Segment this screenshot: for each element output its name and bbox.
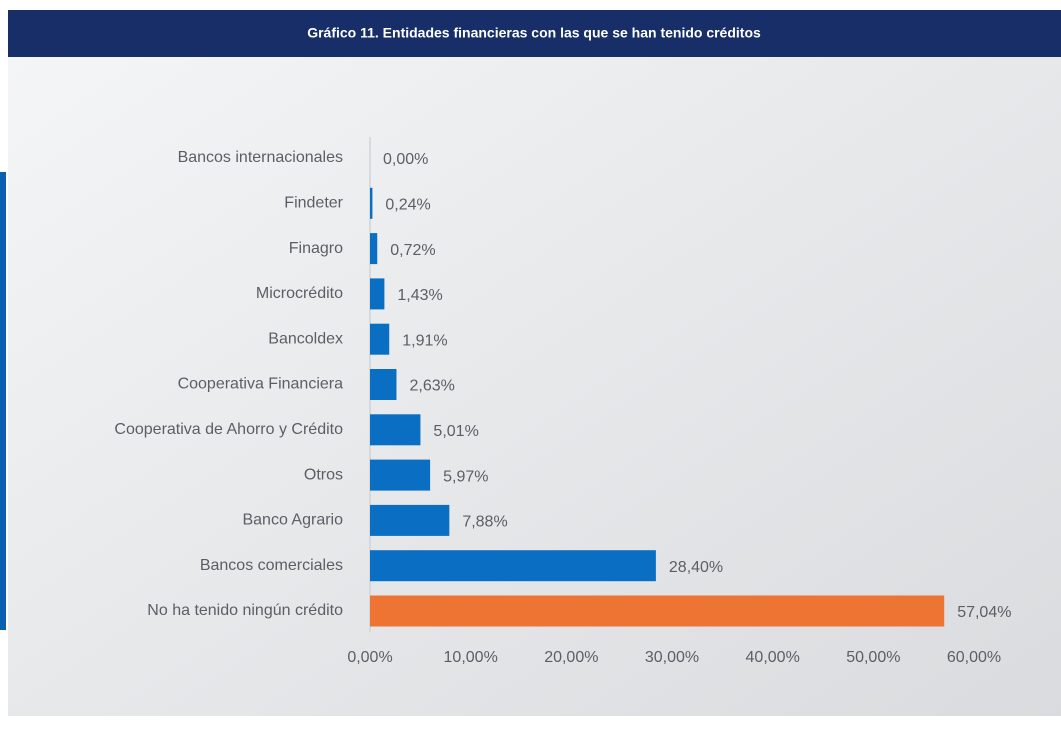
- category-label: Findeter: [284, 195, 343, 212]
- category-label: Cooperativa Financiera: [178, 376, 344, 393]
- chart-title: Gráfico 11. Entidades financieras con la…: [307, 25, 761, 41]
- bar: [370, 504, 450, 536]
- value-label: 0,24%: [385, 197, 430, 214]
- value-label: 7,88%: [462, 514, 507, 531]
- category-label: Bancos comerciales: [200, 557, 343, 574]
- value-label: 5,01%: [433, 423, 478, 440]
- bar: [370, 595, 945, 627]
- x-tick-label: 20,00%: [544, 649, 598, 666]
- value-label: 2,63%: [409, 378, 454, 395]
- value-label: 28,40%: [669, 559, 723, 576]
- bar: [370, 323, 390, 355]
- x-tick-label: 50,00%: [846, 649, 900, 666]
- x-tick-label: 0,00%: [347, 649, 392, 666]
- category-label: Microcrédito: [256, 285, 343, 302]
- value-label: 1,91%: [402, 332, 447, 349]
- category-label: Otros: [304, 466, 343, 483]
- x-tick-label: 60,00%: [947, 649, 1001, 666]
- bar: [370, 414, 421, 446]
- bar: [370, 459, 431, 491]
- bar: [370, 550, 656, 582]
- category-label: Finagro: [289, 240, 343, 257]
- bar: [370, 278, 385, 310]
- value-label: 1,43%: [397, 287, 442, 304]
- category-label: Cooperativa de Ahorro y Crédito: [114, 421, 343, 438]
- bar: [370, 369, 397, 400]
- x-tick-label: 40,00%: [746, 649, 800, 666]
- value-label: 5,97%: [443, 468, 488, 485]
- value-label: 0,00%: [383, 151, 428, 168]
- x-tick-label: 30,00%: [645, 649, 699, 666]
- bar: [370, 187, 373, 219]
- value-label: 0,72%: [390, 242, 435, 259]
- bar: [370, 233, 378, 265]
- category-label: Bancoldex: [268, 330, 343, 347]
- category-label: Bancos internacionales: [178, 149, 343, 166]
- header-bar: [8, 10, 1061, 57]
- x-tick-label: 10,00%: [444, 649, 498, 666]
- accent-bar: [0, 172, 6, 630]
- value-label: 57,04%: [957, 604, 1011, 621]
- category-label: Banco Agrario: [242, 512, 343, 529]
- category-label: No ha tenido ningún crédito: [147, 602, 343, 619]
